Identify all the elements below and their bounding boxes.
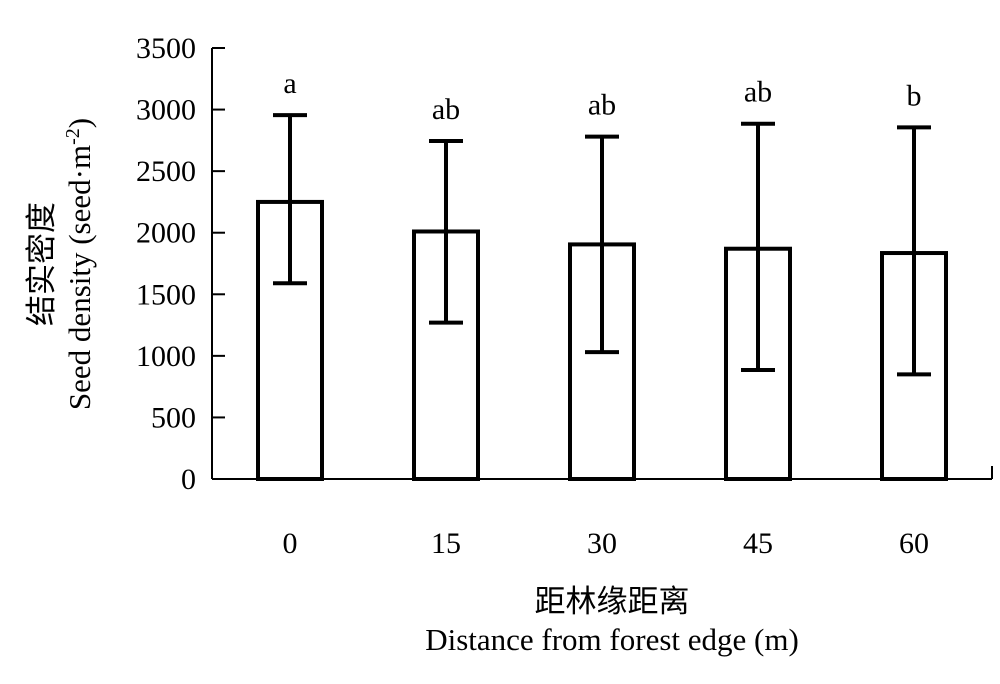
y-axis-label-en: Seed density (seed·m-2) [62, 118, 97, 410]
significance-label: ab [432, 93, 460, 126]
x-axis-label-en: Distance from forest edge (m) [425, 622, 799, 657]
y-axis-label-en-close: ) [62, 118, 97, 128]
y-tick-label: 3500 [136, 32, 196, 65]
y-tick-label: 0 [181, 463, 196, 496]
y-axis-label-en-sup: -2 [62, 128, 84, 145]
error-bars-layer [273, 113, 931, 377]
y-tick-label: 1500 [136, 278, 196, 311]
x-tick-label: 15 [431, 527, 461, 560]
y-tick-label: 2500 [136, 155, 196, 188]
y-axis-label-cn: 结实密度 [24, 202, 59, 326]
significance-label: ab [588, 89, 616, 122]
significance-label: a [283, 67, 296, 100]
x-tick-label: 60 [899, 527, 929, 560]
significance-label: ab [744, 76, 772, 109]
significance-labels-layer: a ab ab ab b [283, 67, 921, 126]
x-axis-label-cn: 距林缘距离 [535, 584, 690, 619]
x-tick-label: 30 [587, 527, 617, 560]
significance-label: b [907, 79, 922, 112]
y-axis-ticks: 0 500 1000 1500 2000 2500 3000 3500 [136, 32, 225, 496]
y-tick-label: 2000 [136, 217, 196, 250]
y-axis-label-en-main: Seed density (seed·m [62, 145, 97, 410]
y-tick-label: 1000 [136, 340, 196, 373]
x-tick-label: 0 [283, 527, 298, 560]
x-axis-ticks: 0 15 30 45 60 [283, 527, 930, 560]
x-tick-label: 45 [743, 527, 773, 560]
y-tick-label: 3000 [136, 94, 196, 127]
y-tick-label: 500 [151, 401, 196, 434]
